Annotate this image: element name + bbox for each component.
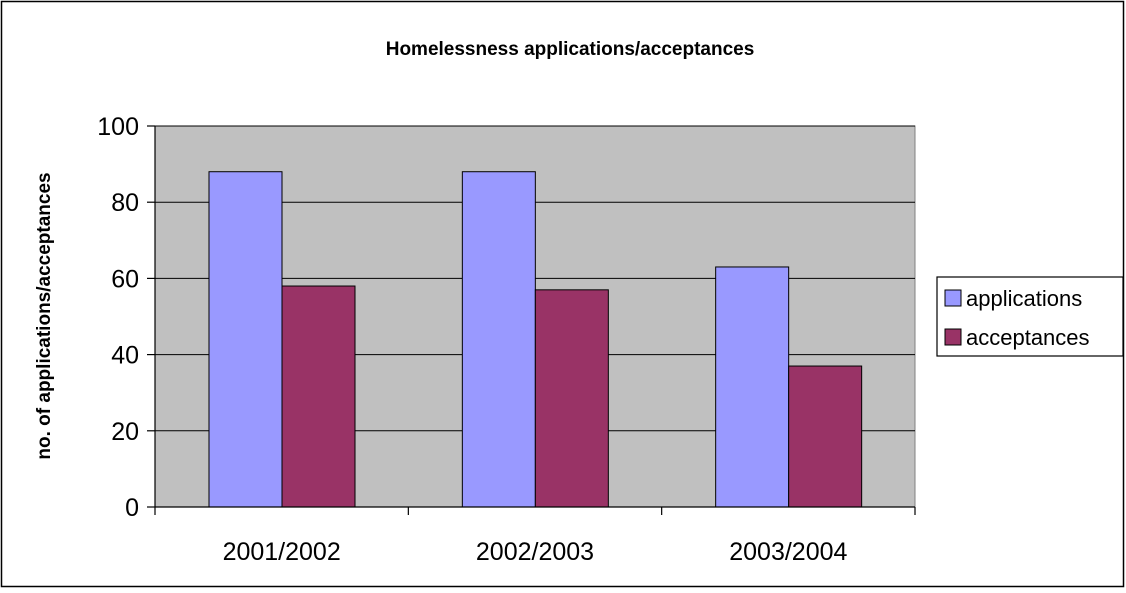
axes <box>147 125 916 515</box>
bar-applications-2001-2002 <box>208 171 283 508</box>
legend-label-acceptances: acceptances <box>966 325 1090 350</box>
y-tick-label: 80 <box>111 189 139 217</box>
x-tick-label: 2001/2002 <box>223 538 341 566</box>
x-tick-labels: 2001/2002 2002/2003 2003/2004 <box>223 538 848 566</box>
bar-acceptances-2001-2002 <box>281 285 356 508</box>
legend-swatch-acceptances <box>944 328 962 346</box>
legend-swatch-applications <box>944 289 962 307</box>
x-tick-label: 2002/2003 <box>476 538 594 566</box>
y-axis-title: no. of applications/acceptances <box>34 172 55 459</box>
bars <box>208 171 863 508</box>
bar-acceptances-2003-2004 <box>788 365 863 508</box>
legend-label-applications: applications <box>966 286 1082 311</box>
bar-acceptances-2002-2003 <box>534 289 609 508</box>
y-tick-label: 40 <box>111 342 139 370</box>
bar-applications-2002-2003 <box>461 171 536 508</box>
legend-box <box>936 276 1124 357</box>
y-tick-labels: 0 20 40 60 80 100 <box>97 113 139 522</box>
y-tick-label: 60 <box>111 265 139 293</box>
y-tick-label: 0 <box>125 494 139 522</box>
chart-title: Homelessness applications/acceptances <box>386 39 755 60</box>
x-tick-label: 2003/2004 <box>729 538 847 566</box>
legend: applications acceptances <box>936 276 1124 357</box>
bar-applications-2003-2004 <box>715 266 790 508</box>
y-tick-label: 100 <box>97 113 139 141</box>
y-tick-label: 20 <box>111 418 139 446</box>
